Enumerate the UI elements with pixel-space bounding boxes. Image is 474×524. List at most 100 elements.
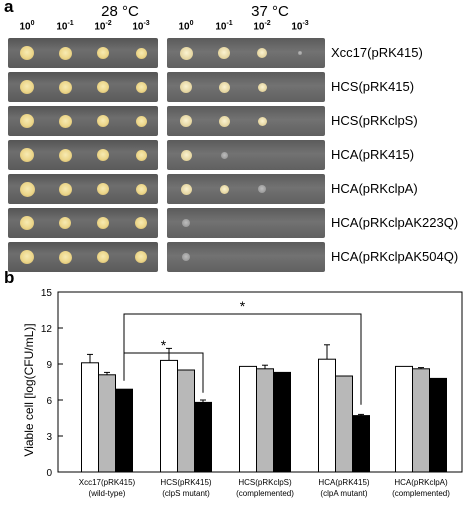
temp37-dilution-1: 10-1 [215,20,233,33]
plate-strip-37 [167,106,325,136]
bar [273,371,291,473]
colony-spot [20,250,34,264]
bar [412,368,430,473]
colony-spot [58,114,72,128]
colony-spot [218,47,230,59]
colony-spot [135,81,147,93]
temp28-dilution-0: 100 [19,20,35,33]
temp37-dilution-0: 100 [178,20,194,33]
colony-spot [135,217,147,229]
bar [239,365,257,473]
plate-strip-37 [167,72,325,102]
temp28-dilution-3: 10-3 [132,20,150,33]
y-tick-label: 12 [41,324,53,335]
colony-spot [58,182,72,196]
bar [115,388,133,473]
colony-spot [135,251,147,263]
strain-label: HCA(pRK415) [331,147,415,162]
bar [194,401,212,473]
colony-spot [20,80,34,94]
colony-spot [258,185,266,193]
colony-spot [97,251,109,263]
y-tick-label: 6 [46,396,52,407]
plate-strip-37 [167,208,325,238]
colony-spot [179,46,193,60]
colony-spot [135,183,147,195]
colony-spot [257,48,267,58]
plate-strip-37 [167,140,325,170]
temp37-dilution-2: 10-2 [253,20,271,33]
x-category-label: HCA(pRKclpA) [394,478,448,487]
x-category-label: HCS(pRKclpS) [238,478,292,487]
colony-spot [298,51,302,55]
panel-b-letter: b [4,268,15,287]
bar [98,374,116,473]
colony-spot [135,149,147,161]
x-category-sublabel: (complemented) [392,489,450,498]
plate-strip-37 [167,242,325,272]
colony-spot [58,148,72,162]
bar [81,362,99,473]
x-category-label: HCA(pRK415) [318,478,370,487]
colony-spot [58,46,72,60]
temp37-dilution-3: 10-3 [291,20,309,33]
colony-spot [20,46,34,60]
y-tick-label: 15 [41,288,53,299]
x-category-sublabel: (wild-type) [88,489,126,498]
bar [335,375,353,473]
y-tick-label: 3 [46,432,52,443]
colony-spot [59,217,71,229]
colony-spot [219,184,229,194]
temperature-label-37: 37 °C [251,3,289,20]
colony-spot [97,149,109,161]
bar [177,369,195,473]
x-category-sublabel: (clpA mutant) [320,489,368,498]
colony-spot [135,47,147,59]
colony-spot [20,216,34,230]
temperature-label-28: 28 °C [101,3,139,20]
x-category-label: HCS(pRK415) [160,478,212,487]
x-category-label: Xcc17(pRK415) [78,478,136,487]
colony-spot [97,183,109,195]
x-category-sublabel: (complemented) [236,489,294,498]
bar [256,368,274,473]
colony-spot [97,47,109,59]
colony-spot [97,115,109,127]
colony-spot [182,253,190,261]
colony-spot [135,115,147,127]
bar [429,377,447,473]
colony-spot [58,80,72,94]
colony-spot [20,148,34,162]
strain-label: HCA(pRKclpAK504Q) [331,249,459,264]
colony-spot [257,82,267,92]
y-tick-label: 0 [46,468,52,479]
colony-spot [97,217,109,229]
colony-spot [218,81,230,93]
significance-bracket-short [123,352,204,393]
colony-spot [20,114,34,128]
colony-spot [220,151,228,159]
colony-spot [58,250,72,264]
colony-spot [218,115,230,127]
strain-label: HCA(pRKclpA) [331,181,418,196]
colony-spot [180,115,192,127]
significance-star: * [161,337,167,353]
colony-spot [97,81,109,93]
temp28-dilution-2: 10-2 [94,20,112,33]
x-category-sublabel: (clpS mutant) [162,489,210,498]
strain-label: HCS(pRK415) [331,79,415,94]
strain-label: Xcc17(pRK415) [331,45,423,60]
bar [318,358,336,473]
bar [160,359,178,473]
colony-spot [180,81,192,93]
panel-a-letter: a [4,0,14,16]
bar [352,415,370,473]
temp28-dilution-1: 10-1 [56,20,74,33]
colony-spot [257,116,267,126]
colony-spot [180,149,192,161]
colony-spot [180,183,192,195]
colony-spot [19,181,35,197]
y-tick-label: 9 [46,360,52,371]
plate-strip-37 [167,174,325,204]
